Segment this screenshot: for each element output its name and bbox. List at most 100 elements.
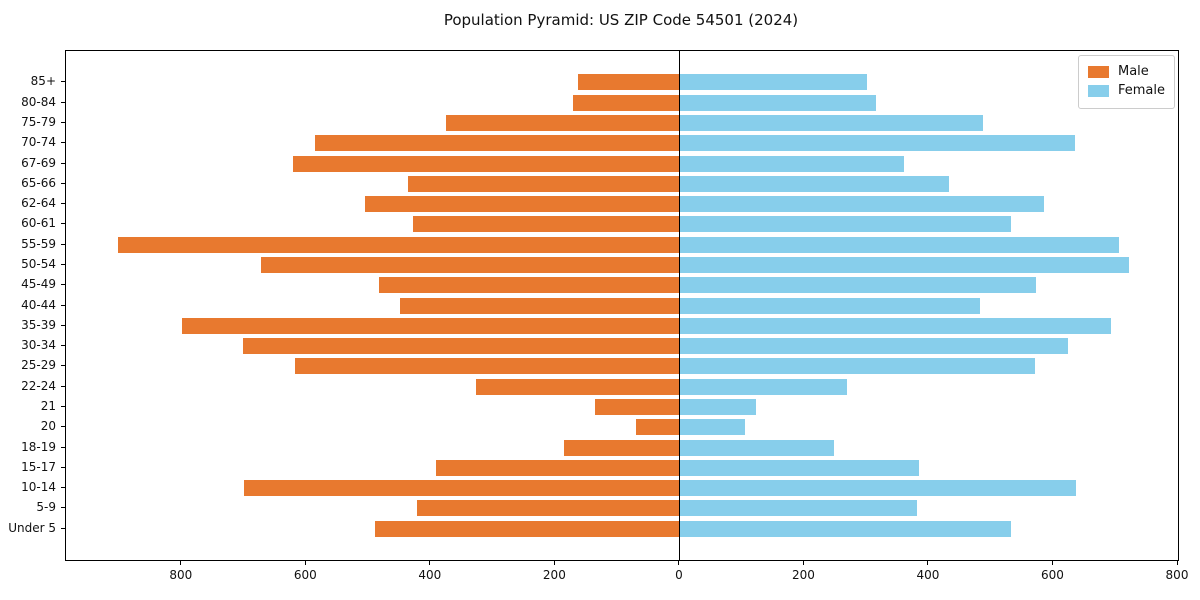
bar-male-10-14 — [244, 480, 680, 497]
y-axis-tick — [61, 203, 65, 205]
bar-female-5-9 — [679, 500, 918, 517]
bar-male-70-74 — [315, 135, 680, 152]
x-axis-tick-label: 600 — [293, 568, 317, 582]
bar-female-22-24 — [679, 378, 847, 395]
bar-male-85+ — [577, 74, 680, 91]
y-axis-label-40-44: 40-44 — [21, 297, 56, 312]
bar-male-40-44 — [400, 297, 680, 314]
bar-male-20 — [635, 419, 680, 436]
bar-female-70-74 — [679, 135, 1076, 152]
x-axis-tick — [429, 561, 431, 565]
legend-swatch-female — [1087, 85, 1109, 97]
y-axis-tick — [61, 466, 65, 468]
x-axis-tick — [1176, 561, 1178, 565]
y-axis-tick — [61, 487, 65, 489]
y-axis-tick — [61, 142, 65, 144]
y-axis-label-85+: 85+ — [30, 74, 56, 89]
x-axis-tick — [927, 561, 929, 565]
x-axis-tick — [1051, 561, 1053, 565]
bar-female-45-49 — [679, 277, 1037, 294]
y-axis-label-25-29: 25-29 — [21, 358, 56, 373]
y-axis-label-67-69: 67-69 — [21, 155, 56, 170]
bar-male-65-66 — [408, 175, 680, 192]
x-axis-tick-label: 0 — [675, 568, 683, 582]
x-axis-tick-label: 200 — [791, 568, 815, 582]
y-axis-tick — [61, 182, 65, 184]
legend-label-male: Male — [1117, 64, 1149, 79]
bar-female-65-66 — [679, 175, 949, 192]
y-axis-tick — [61, 385, 65, 387]
x-axis-tick-label: 800 — [169, 568, 193, 582]
plot-bars-container — [66, 51, 1178, 560]
y-axis-tick — [61, 223, 65, 225]
bar-male-80-84 — [573, 94, 680, 111]
legend-label-female: Female — [1117, 83, 1165, 98]
bar-female-60-61 — [679, 216, 1012, 233]
y-axis-label-21: 21 — [40, 399, 56, 414]
y-axis-tick — [61, 507, 65, 509]
bar-male-22-24 — [476, 378, 680, 395]
x-axis-tick-label: 200 — [542, 568, 566, 582]
legend-item-female: Female — [1087, 83, 1165, 99]
y-axis-tick — [61, 284, 65, 286]
y-axis-label-55-59: 55-59 — [21, 236, 56, 251]
legend-item-male: Male — [1087, 64, 1165, 80]
y-axis-tick — [61, 264, 65, 265]
y-axis-label-45-49: 45-49 — [21, 277, 56, 292]
bar-male-Under 5 — [375, 520, 680, 537]
x-axis-tick — [180, 561, 182, 565]
y-axis-tick — [61, 365, 65, 367]
y-axis-label-22-24: 22-24 — [21, 378, 56, 393]
y-axis-tick — [61, 162, 65, 164]
y-axis-tick — [61, 426, 65, 428]
bar-male-35-39 — [181, 317, 680, 334]
y-axis-tick — [61, 101, 65, 103]
y-axis-label-62-64: 62-64 — [21, 196, 56, 211]
plot-area: Male Female — [65, 50, 1179, 561]
y-axis-label-80-84: 80-84 — [21, 94, 56, 109]
y-axis-tick — [61, 304, 65, 306]
y-axis-label-Under 5: Under 5 — [8, 520, 56, 535]
chart-title: Population Pyramid: US ZIP Code 54501 (2… — [443, 11, 799, 29]
bar-male-18-19 — [564, 439, 680, 456]
x-axis-tick-label: 600 — [1041, 568, 1064, 582]
x-axis-tick — [802, 561, 804, 565]
bar-male-55-59 — [117, 236, 680, 253]
bar-female-15-17 — [679, 459, 919, 476]
bar-male-75-79 — [445, 114, 680, 131]
bar-male-21 — [595, 399, 680, 416]
y-axis-tick — [61, 81, 65, 83]
bar-male-30-34 — [242, 338, 680, 355]
bar-male-45-49 — [378, 277, 680, 294]
legend-swatch-male — [1087, 66, 1109, 78]
y-axis-label-10-14: 10-14 — [21, 480, 56, 495]
bar-male-25-29 — [294, 358, 680, 375]
bar-female-50-54 — [679, 257, 1129, 273]
bar-male-50-54 — [260, 257, 680, 273]
bar-female-21 — [679, 399, 757, 416]
y-axis-label-5-9: 5-9 — [36, 500, 56, 515]
y-axis-label-35-39: 35-39 — [21, 317, 56, 332]
bar-female-40-44 — [679, 297, 980, 314]
y-axis-label-65-66: 65-66 — [21, 175, 56, 190]
x-axis-tick-label: 400 — [418, 568, 442, 582]
x-axis-tick-label: 800 — [1165, 568, 1189, 582]
bar-female-10-14 — [679, 480, 1076, 497]
y-axis-tick — [61, 345, 65, 347]
zero-axis-line — [679, 51, 681, 560]
y-axis-tick — [61, 324, 65, 326]
y-axis-label-60-61: 60-61 — [21, 216, 56, 231]
legend: Male Female — [1077, 55, 1175, 109]
y-axis-label-18-19: 18-19 — [21, 439, 56, 454]
x-axis-tick-label: 400 — [916, 568, 940, 582]
y-axis-label-50-54: 50-54 — [21, 257, 56, 271]
bar-female-80-84 — [679, 94, 877, 111]
bar-male-15-17 — [435, 459, 680, 476]
bar-female-67-69 — [679, 155, 905, 172]
y-axis-label-30-34: 30-34 — [21, 338, 56, 353]
bar-female-20 — [679, 419, 745, 436]
bar-female-62-64 — [679, 196, 1044, 213]
bar-female-18-19 — [679, 439, 834, 456]
y-axis-label-70-74: 70-74 — [21, 135, 56, 150]
x-axis-tick — [304, 561, 306, 565]
